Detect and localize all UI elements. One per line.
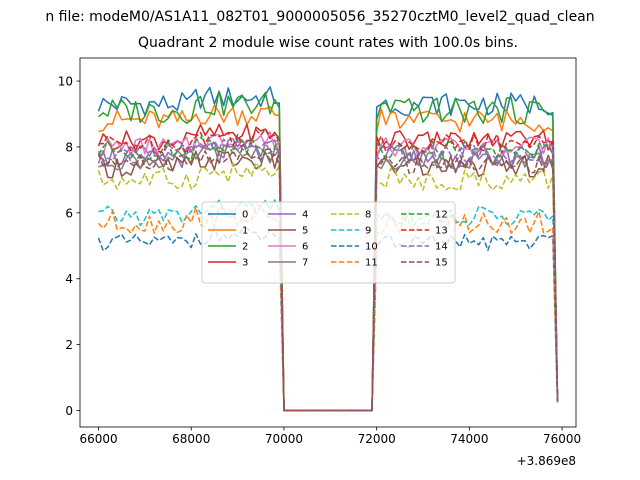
chart-title: Quadrant 2 module wise count rates with … <box>138 35 518 51</box>
x-tick-label-74000: 74000 <box>450 432 488 446</box>
x-tick-label-66000: 66000 <box>79 432 117 446</box>
x-tick-label-76000: 76000 <box>543 432 581 446</box>
legend-label-6: 6 <box>302 242 308 253</box>
x-tick-label-72000: 72000 <box>358 432 396 446</box>
y-tick-label-10: 10 <box>58 75 73 89</box>
x-tick-label-68000: 68000 <box>172 432 210 446</box>
legend-label-15: 15 <box>435 258 448 269</box>
legend-label-12: 12 <box>435 210 448 221</box>
legend-label-0: 0 <box>242 210 248 221</box>
legend-label-8: 8 <box>365 210 371 221</box>
x-offset-label: +3.869e8 <box>517 454 576 468</box>
y-tick-label-4: 4 <box>65 272 73 286</box>
legend-label-3: 3 <box>242 258 248 269</box>
series-line-8 <box>97 161 559 412</box>
legend-label-2: 2 <box>242 242 248 253</box>
legend-box <box>201 201 456 284</box>
y-tick-label-8: 8 <box>65 140 73 154</box>
legend-label-7: 7 <box>302 258 308 269</box>
legend-label-5: 5 <box>302 226 308 237</box>
legend-label-10: 10 <box>365 242 378 253</box>
legend-label-4: 4 <box>302 210 308 221</box>
figure-suptitle: n file: modeM0/AS1A11_082T01_9000005056_… <box>45 9 595 25</box>
legend-label-1: 1 <box>242 226 248 237</box>
series-line-15 <box>97 148 559 412</box>
legend-label-11: 11 <box>365 258 378 269</box>
y-tick-label-0: 0 <box>65 404 73 418</box>
y-tick-label-6: 6 <box>65 206 73 220</box>
axes-frame <box>79 57 577 428</box>
legend-label-9: 9 <box>365 226 371 237</box>
legend-label-14: 14 <box>435 242 448 253</box>
x-tick-label-70000: 70000 <box>265 432 303 446</box>
legend-label-13: 13 <box>435 226 448 237</box>
y-tick-label-2: 2 <box>65 338 73 352</box>
